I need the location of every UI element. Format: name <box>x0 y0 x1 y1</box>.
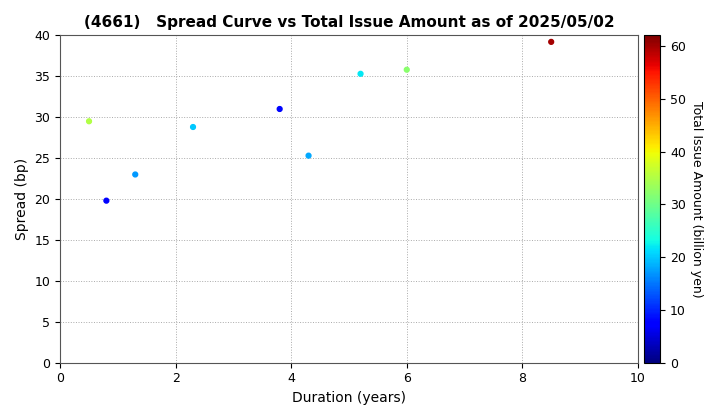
Point <box>546 39 557 45</box>
Y-axis label: Total Issue Amount (billion yen): Total Issue Amount (billion yen) <box>690 101 703 297</box>
Point <box>303 152 315 159</box>
Point <box>101 197 112 204</box>
Point <box>355 71 366 77</box>
Point <box>187 123 199 130</box>
Point <box>274 106 285 113</box>
Point <box>84 118 95 125</box>
Title: (4661)   Spread Curve vs Total Issue Amount as of 2025/05/02: (4661) Spread Curve vs Total Issue Amoun… <box>84 15 614 30</box>
Y-axis label: Spread (bp): Spread (bp) <box>15 158 29 240</box>
X-axis label: Duration (years): Duration (years) <box>292 391 406 405</box>
Point <box>130 171 141 178</box>
Point <box>401 66 413 73</box>
